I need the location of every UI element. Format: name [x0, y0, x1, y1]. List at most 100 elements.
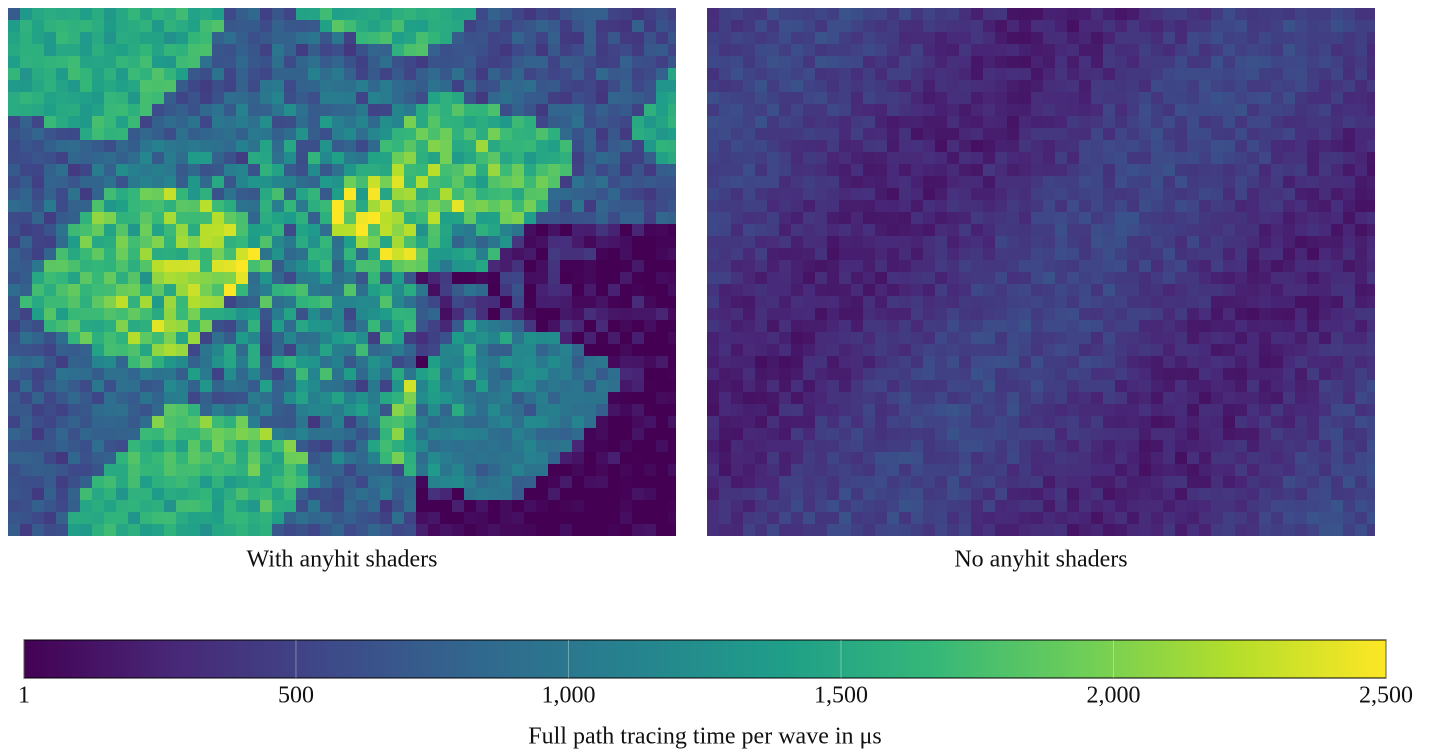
- heatmap-cell: [524, 116, 536, 128]
- heatmap-cell: [1115, 392, 1127, 404]
- heatmap-cell: [452, 296, 464, 308]
- heatmap-cell: [1199, 20, 1211, 32]
- heatmap-cell: [1295, 500, 1307, 512]
- heatmap-cell: [1367, 68, 1375, 80]
- heatmap-cell: [236, 248, 248, 260]
- heatmap-cell: [308, 272, 320, 284]
- heatmap-cell: [1235, 116, 1247, 128]
- heatmap-cell: [1223, 152, 1235, 164]
- heatmap-cell: [1235, 32, 1247, 44]
- heatmap-cell: [887, 512, 899, 524]
- heatmap-cell: [1103, 164, 1115, 176]
- heatmap-cell: [272, 224, 284, 236]
- heatmap-cell: [224, 368, 236, 380]
- heatmap-cell: [560, 512, 572, 524]
- heatmap-cell: [1271, 200, 1283, 212]
- heatmap-cell: [827, 128, 839, 140]
- heatmap-cell: [92, 20, 104, 32]
- heatmap-cell: [1343, 212, 1355, 224]
- heatmap-cell: [971, 164, 983, 176]
- heatmap-cell: [284, 176, 296, 188]
- heatmap-cell: [743, 416, 755, 428]
- heatmap-cell: [176, 428, 188, 440]
- heatmap-cell: [911, 524, 923, 536]
- heatmap-cell: [200, 200, 212, 212]
- heatmap-cell: [719, 488, 731, 500]
- heatmap-cell: [1319, 44, 1331, 56]
- heatmap-cell: [272, 176, 284, 188]
- heatmap-cell: [500, 464, 512, 476]
- heatmap-cell: [272, 248, 284, 260]
- heatmap-cell: [815, 284, 827, 296]
- heatmap-cell: [959, 452, 971, 464]
- heatmap-cell: [1103, 368, 1115, 380]
- heatmap-cell: [995, 92, 1007, 104]
- heatmap-cell: [755, 356, 767, 368]
- heatmap-cell: [1103, 236, 1115, 248]
- heatmap-cell: [971, 236, 983, 248]
- heatmap-cell: [1019, 8, 1031, 20]
- heatmap-cell: [476, 332, 488, 344]
- heatmap-cell: [608, 164, 620, 176]
- heatmap-cell: [1307, 476, 1319, 488]
- heatmap-cell: [935, 476, 947, 488]
- heatmap-cell: [644, 320, 656, 332]
- heatmap-cell: [308, 224, 320, 236]
- heatmap-cell: [572, 488, 584, 500]
- heatmap-cell: [260, 56, 272, 68]
- heatmap-cell: [827, 524, 839, 536]
- heatmap-cell: [1139, 116, 1151, 128]
- heatmap-cell: [779, 212, 791, 224]
- heatmap-cell: [731, 248, 743, 260]
- heatmap-cell: [1199, 68, 1211, 80]
- heatmap-cell: [1043, 500, 1055, 512]
- heatmap-cell: [887, 332, 899, 344]
- heatmap-cell: [488, 20, 500, 32]
- heatmap-cell: [911, 20, 923, 32]
- heatmap-cell: [1163, 80, 1175, 92]
- heatmap-cell: [935, 200, 947, 212]
- heatmap-cell: [584, 440, 596, 452]
- heatmap-cell: [1031, 356, 1043, 368]
- heatmap-cell: [380, 248, 392, 260]
- heatmap-cell: [428, 200, 440, 212]
- heatmap-cell: [935, 164, 947, 176]
- heatmap-cell: [212, 296, 224, 308]
- heatmap-cell: [644, 404, 656, 416]
- heatmap-cell: [899, 32, 911, 44]
- heatmap-cell: [104, 308, 116, 320]
- heatmap-cell: [1055, 20, 1067, 32]
- heatmap-cell: [452, 512, 464, 524]
- heatmap-cell: [1283, 32, 1295, 44]
- heatmap-cell: [212, 164, 224, 176]
- heatmap-cell: [20, 476, 32, 488]
- heatmap-cell: [1343, 260, 1355, 272]
- heatmap-cell: [875, 272, 887, 284]
- heatmap-cell: [1199, 404, 1211, 416]
- heatmap-cell: [296, 356, 308, 368]
- heatmap-cell: [536, 164, 548, 176]
- heatmap-cell: [1031, 8, 1043, 20]
- heatmap-cell: [584, 488, 596, 500]
- heatmap-cell: [1151, 488, 1163, 500]
- heatmap-cell: [272, 368, 284, 380]
- heatmap-cell: [863, 188, 875, 200]
- heatmap-cell: [1115, 92, 1127, 104]
- heatmap-cell: [1235, 236, 1247, 248]
- heatmap-cell: [1079, 176, 1091, 188]
- heatmap-cell: [875, 32, 887, 44]
- heatmap-cell: [632, 440, 644, 452]
- heatmap-cell: [887, 32, 899, 44]
- heatmap-cell: [1223, 128, 1235, 140]
- heatmap-cell: [707, 440, 719, 452]
- heatmap-cell: [923, 464, 935, 476]
- heatmap-cell: [1271, 260, 1283, 272]
- heatmap-cell: [188, 356, 200, 368]
- heatmap-cell: [1151, 416, 1163, 428]
- heatmap-cell: [644, 92, 656, 104]
- heatmap-cell: [668, 80, 676, 92]
- heatmap-cell: [1259, 344, 1271, 356]
- heatmap-cell: [1115, 488, 1127, 500]
- heatmap-cell: [1091, 224, 1103, 236]
- heatmap-cell: [260, 452, 272, 464]
